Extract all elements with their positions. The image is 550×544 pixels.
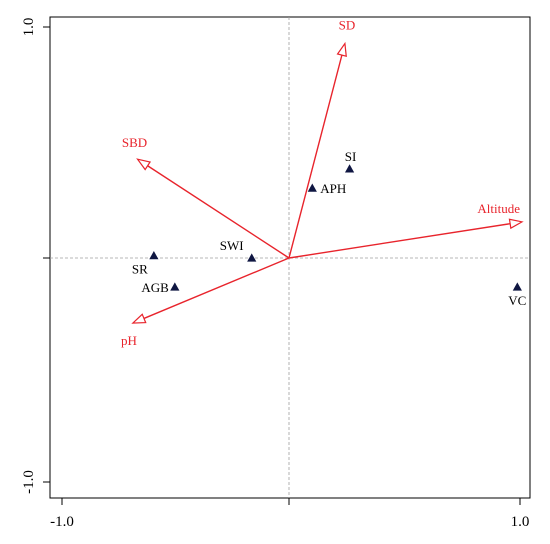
species-point-aph [307, 183, 317, 192]
species-point-si [344, 164, 355, 173]
arrowhead-sd [336, 41, 347, 58]
arrowhead-ph [131, 313, 147, 324]
arrowhead-sbd [136, 158, 152, 171]
arrow-label-sd: SD [339, 18, 356, 33]
arrow-label-ph: pH [121, 333, 137, 348]
arrow-label-altitude: Altitude [477, 201, 520, 216]
species-point-sr [149, 250, 159, 260]
species-point-agb [170, 282, 180, 291]
species-label-swi: SWI [220, 238, 244, 253]
species-label-sr: SR [132, 262, 148, 277]
species-label-vc: VC [508, 293, 526, 308]
x-tick-label: -1.0 [50, 514, 74, 530]
species-label-aph: APH [320, 181, 346, 196]
arrow-ph [143, 257, 290, 320]
species-point-vc [512, 282, 522, 291]
species-point-swi [247, 253, 257, 262]
species-label-agb: AGB [141, 280, 169, 295]
x-tick-label: 1.0 [511, 514, 530, 530]
arrow-sbd [147, 165, 290, 259]
y-tick-label: 1.0 [21, 18, 37, 37]
y-tick-label: -1.0 [21, 470, 37, 494]
arrow-sd [288, 54, 343, 259]
arrowhead-altitude [508, 218, 524, 230]
arrow-altitude [288, 222, 511, 259]
arrow-label-sbd: SBD [122, 135, 147, 150]
species-label-si: SI [345, 149, 357, 164]
